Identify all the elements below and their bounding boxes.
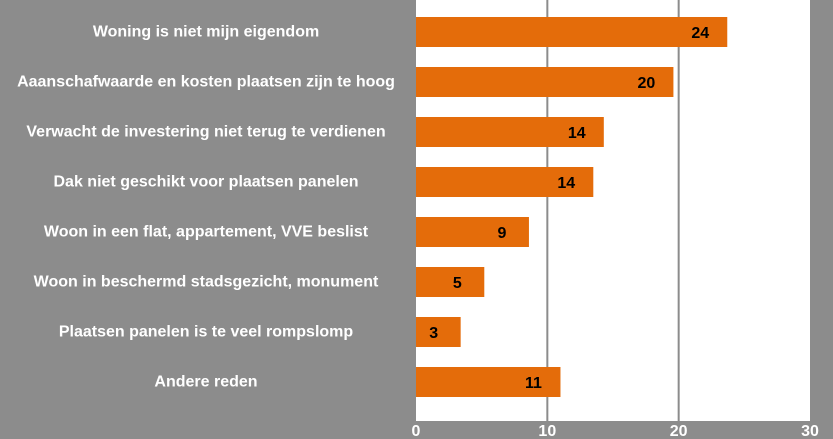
category-label: Woon in een flat, appartement, VVE besli… bbox=[43, 223, 369, 241]
data-label: 3 bbox=[429, 325, 438, 342]
data-label: 14 bbox=[557, 175, 575, 192]
x-tick-label: 10 bbox=[538, 423, 556, 439]
category-label: Aaanschafwaarde en kosten plaatsen zijn … bbox=[17, 73, 395, 91]
data-label: 24 bbox=[691, 25, 709, 42]
x-tick-label: 30 bbox=[801, 423, 819, 439]
bar bbox=[416, 267, 485, 297]
category-label: Plaatsen panelen is te veel rompslomp bbox=[58, 323, 354, 341]
plot-area bbox=[416, 0, 810, 421]
bar bbox=[416, 317, 461, 347]
data-label: 20 bbox=[638, 75, 656, 92]
data-label: 11 bbox=[525, 375, 542, 392]
bar bbox=[416, 17, 728, 47]
bar bbox=[416, 217, 529, 247]
bar bbox=[416, 67, 674, 97]
data-label: 9 bbox=[497, 225, 506, 242]
bar bbox=[416, 367, 561, 397]
x-tick-label: 0 bbox=[412, 423, 421, 439]
bar bbox=[416, 117, 604, 147]
category-label: Verwacht de investering niet terug te ve… bbox=[26, 123, 386, 141]
bar bbox=[416, 167, 594, 197]
x-tick-label: 20 bbox=[670, 423, 688, 439]
category-label: Woning is niet mijn eigendom bbox=[92, 23, 320, 41]
data-label: 5 bbox=[453, 275, 462, 292]
category-label: Woon in beschermd stadsgezicht, monument bbox=[33, 273, 379, 291]
category-label: Dak niet geschikt voor plaatsen panelen bbox=[53, 173, 359, 191]
data-label: 14 bbox=[568, 125, 586, 142]
category-label: Andere reden bbox=[154, 373, 258, 391]
